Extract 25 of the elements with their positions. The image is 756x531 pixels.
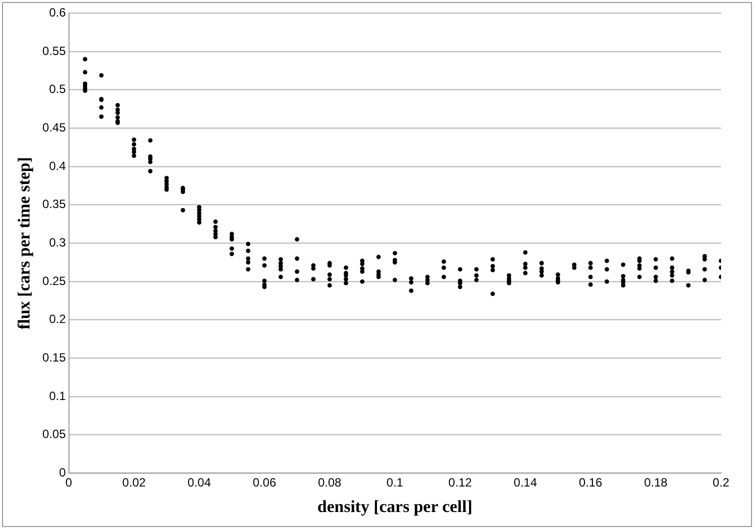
y-tick-label: 0.15 (42, 350, 66, 365)
x-tick-label: 0.16 (578, 476, 603, 490)
y-tick-label: 0.6 (49, 6, 66, 20)
y-tick-label: 0.1 (49, 388, 66, 403)
x-tick-label: 0.04 (188, 476, 212, 490)
y-tick-label: 0.4 (49, 158, 66, 173)
x-tick-label: 0.2 (712, 476, 730, 490)
y-tick-label: 0.45 (42, 120, 66, 135)
x-tick-label: 0.18 (644, 476, 668, 490)
x-tick-label: 0.06 (252, 476, 276, 490)
y-tick-label: 0.5 (49, 82, 66, 96)
y-tick-label: 0.25 (42, 274, 66, 288)
y-tick-label: 0.2 (49, 312, 66, 326)
y-tick-label: 0.55 (42, 44, 66, 58)
y-tick-label: 0 (59, 466, 66, 480)
x-tick-label: 0.14 (514, 476, 538, 490)
y-tick-label: 0.05 (42, 427, 66, 442)
x-tick-label: 0.02 (122, 476, 146, 490)
x-tick-label: 0.12 (448, 476, 472, 490)
x-axis-title: density [cars per cell] (317, 497, 472, 516)
y-tick-label: 0.35 (42, 197, 66, 212)
y-tick-label: 0.3 (49, 236, 66, 250)
x-tick-label: 0.08 (318, 476, 342, 490)
y-axis-title: flux [cars per time step] (14, 156, 34, 330)
x-tick-label: 0.1 (386, 476, 404, 490)
